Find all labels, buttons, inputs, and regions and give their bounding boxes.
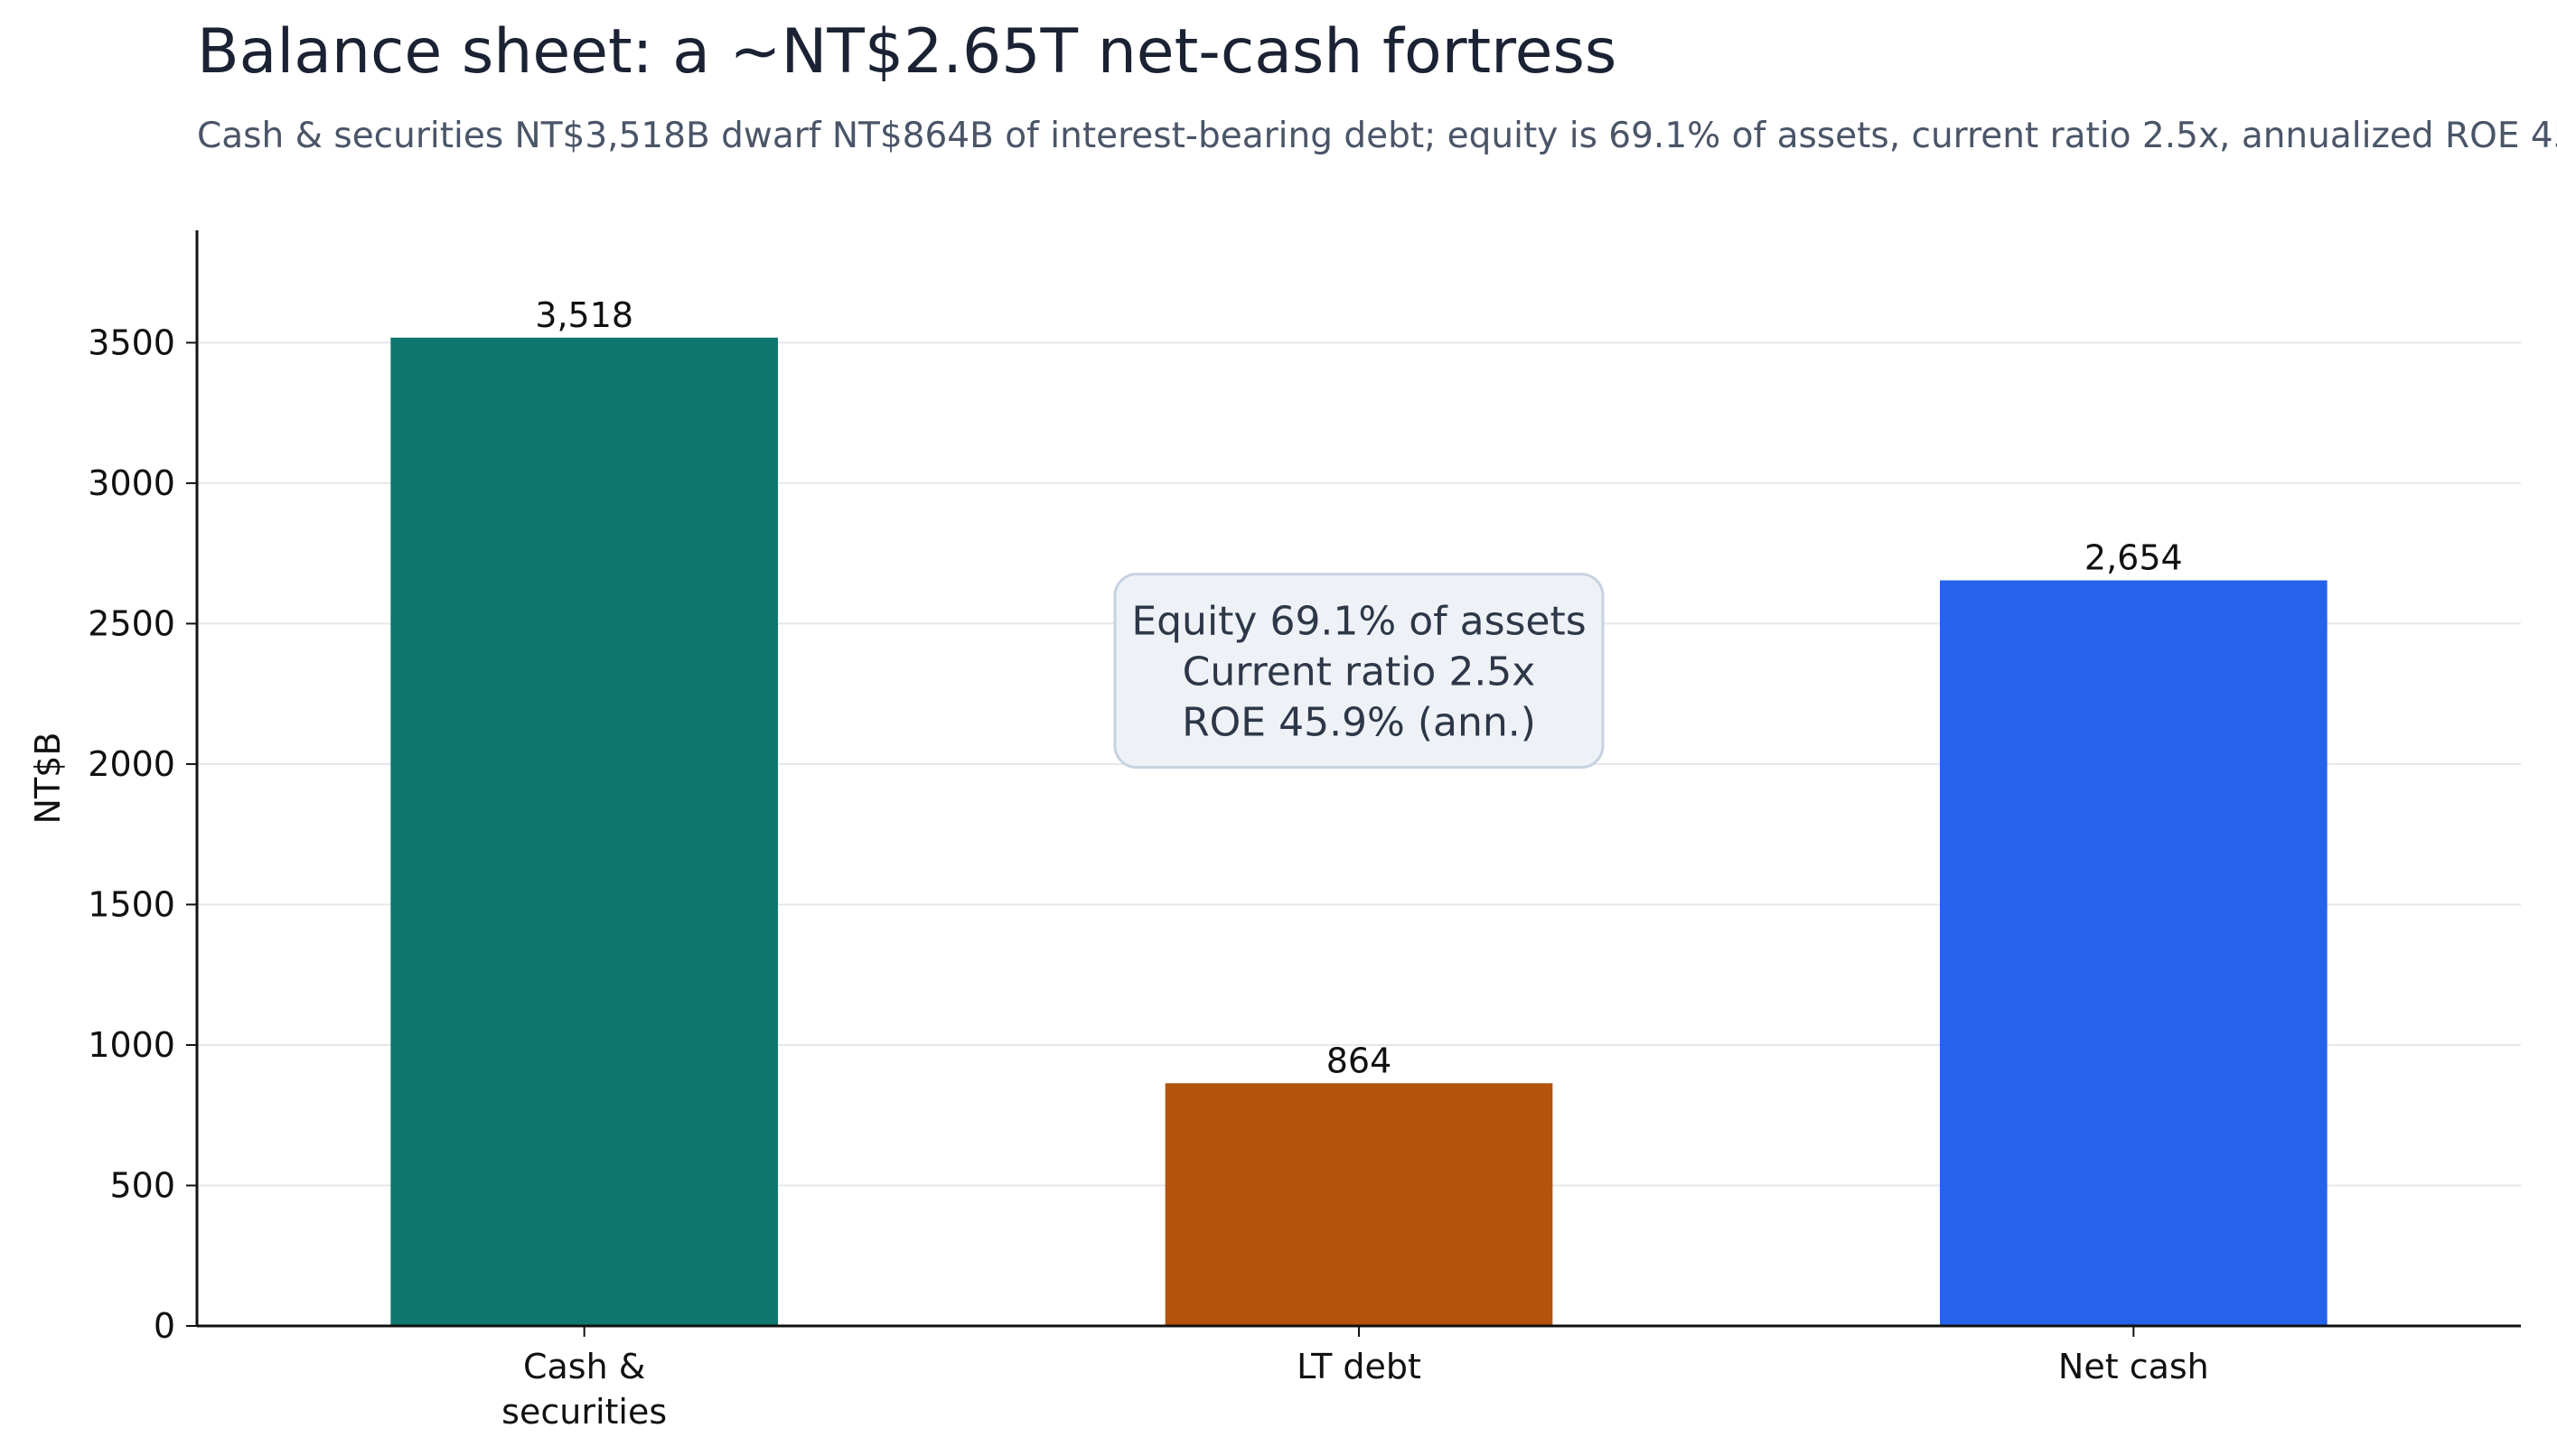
y-axis-label: NT$B [28,733,68,825]
y-tick-label: 500 [109,1165,175,1205]
data-label: 2,654 [2084,538,2183,578]
y-tick-label: 1500 [88,884,175,924]
chart-title: Balance sheet: a ~NT$2.65T net-cash fort… [197,16,1617,88]
data-label: 864 [1326,1041,1392,1080]
y-tick-label: 2500 [88,603,175,643]
annotation-line: Current ratio 2.5x [1183,649,1536,695]
x-tick-label: Cash & [523,1347,645,1386]
x-tick-label: LT debt [1297,1347,1421,1386]
x-tick-label: securities [501,1392,667,1432]
labels: 0 500 1000 1500 2000 2500 3000 3500 3,518 Cash & s… [28,295,2209,1432]
annotation-line: ROE 45.9% (ann.) [1182,700,1536,746]
annotation-box-bg [1113,573,1605,770]
y-tick-label: 2000 [88,744,175,784]
bar [1165,1083,1553,1326]
chart-subtitle: Cash & securities NT$3,518B dwarf NT$864… [197,116,2557,156]
y-tick-label: 3500 [88,322,175,362]
data-label: 3,518 [535,295,633,335]
x-tick-label: Net cash [2058,1347,2209,1386]
bar [1940,580,2328,1326]
y-tick-label: 0 [154,1306,175,1346]
axes [186,230,2521,1337]
bar [390,337,778,1327]
y-tick-label: 1000 [88,1025,175,1065]
y-tick-label: 3000 [88,463,175,503]
annotation-line: Equity 69.1% of assets [1131,599,1586,645]
bars [390,337,2328,1327]
